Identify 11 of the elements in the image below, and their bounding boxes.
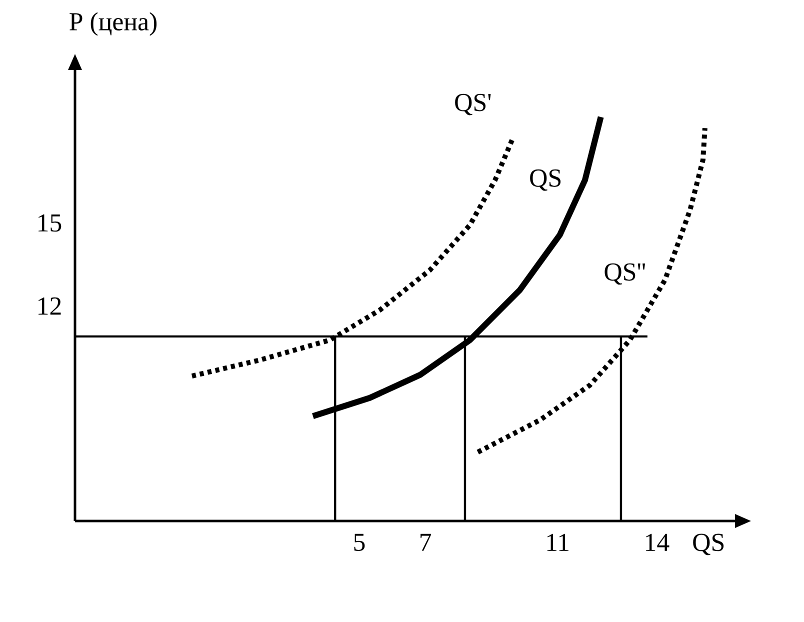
series-label: QS' [455,94,491,116]
x-tick-label: 11 [547,534,568,551]
series-label: QS'' [604,263,646,285]
x-tick-label: 14 [646,534,670,551]
x-axis-title: QS [693,534,724,556]
y-tick-label: 15 [38,214,62,232]
x-tick-label: 7 [420,534,432,551]
y-axis-title: P (цена) [70,12,157,36]
x-tick-label: 5 [354,534,365,552]
series-label: QS [530,169,561,191]
y-tick-label: 12 [38,297,61,315]
